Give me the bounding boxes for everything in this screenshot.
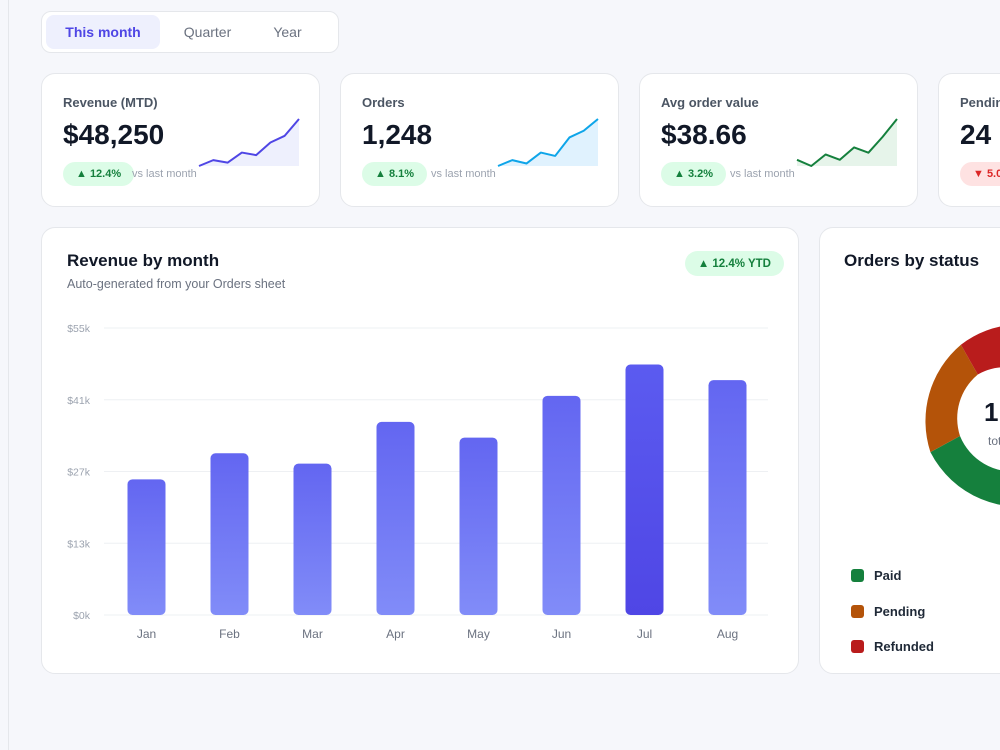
donut-segment-refunded[interactable] xyxy=(960,325,1000,375)
kpi-value: 1,248 xyxy=(362,119,433,150)
kpi-card-avg-order-value[interactable]: Avg order value $38.66 ▲ 3.2% vs last mo… xyxy=(639,73,918,207)
legend-item-paid[interactable]: Paid xyxy=(851,558,934,594)
donut-caption: tot xyxy=(988,434,1000,448)
x-tick-label: Jan xyxy=(137,627,156,641)
legend-label: Refunded xyxy=(874,639,934,655)
card-title: Orders by status xyxy=(844,251,980,270)
orders-sparkline xyxy=(497,118,599,167)
bar-mar[interactable] xyxy=(293,463,332,615)
x-tick-label: Jul xyxy=(637,627,652,641)
sparkline-line xyxy=(497,118,599,167)
donut-segment-pending[interactable] xyxy=(925,344,978,453)
x-tick-label: May xyxy=(467,627,490,641)
y-tick-label: $41k xyxy=(67,395,91,407)
x-tick-label: Aug xyxy=(717,627,738,641)
sparkline-area xyxy=(797,119,897,166)
legend-swatch xyxy=(851,569,864,583)
x-tick-label: Apr xyxy=(386,627,405,641)
x-tick-label: Jun xyxy=(552,627,571,641)
revenue-bar-chart: $0k $13k $27k $41k $55k Jan Feb Mar Apr May Jun Jul… xyxy=(67,323,768,641)
period-year-button[interactable]: Year xyxy=(273,24,302,40)
sparkline-area xyxy=(199,119,299,166)
kpi-compare-text: vs last month xyxy=(431,168,496,180)
legend-item-pending[interactable]: Pending xyxy=(851,594,934,630)
sparkline-area xyxy=(498,119,598,166)
status-donut-chart xyxy=(925,325,1000,507)
card-subtitle: Auto-generated from your Orders sheet xyxy=(67,277,286,291)
kpi-label: Pending xyxy=(960,95,1000,110)
ytd-badge: ▲ 12.4% YTD xyxy=(684,251,784,276)
legend-item-refunded[interactable]: Refunded xyxy=(851,629,934,665)
donut-segment-paid[interactable] xyxy=(930,436,1000,507)
status-legend: Paid Pending Refunded xyxy=(851,558,934,665)
revenue-chart-card: $0k $13k $27k $41k $55k Jan Feb Mar Apr May Jun Jul… xyxy=(41,227,799,674)
revenue-sparkline xyxy=(198,118,300,167)
kpi-card-orders[interactable]: Orders 1,248 ▲ 8.1% vs last month xyxy=(340,73,619,207)
y-tick-label: $55k xyxy=(67,323,91,335)
kpi-value: $38.66 xyxy=(661,119,747,150)
y-tick-label: $0k xyxy=(73,610,91,622)
sparkline-line xyxy=(198,118,300,167)
kpi-compare-text: vs last month xyxy=(132,168,197,180)
sparkline-line xyxy=(796,118,898,167)
bar-jan[interactable] xyxy=(127,479,166,615)
period-this-month-button[interactable]: This month xyxy=(46,15,160,49)
donut-total: 1 xyxy=(984,397,999,427)
period-quarter-button[interactable]: Quarter xyxy=(183,24,232,40)
bar-jul[interactable] xyxy=(625,364,664,615)
y-tick-label: $13k xyxy=(67,538,91,550)
legend-swatch xyxy=(851,604,864,618)
kpi-label: Orders xyxy=(362,95,405,110)
avg-order-sparkline xyxy=(796,118,898,167)
period-toggle: This month Quarter Year xyxy=(41,11,339,53)
legend-swatch xyxy=(851,640,864,654)
sidebar-edge xyxy=(8,0,9,750)
kpi-card-revenue[interactable]: Revenue (MTD) $48,250 ▲ 12.4% vs last mo… xyxy=(41,73,320,207)
card-title: Revenue by month xyxy=(67,251,220,270)
x-tick-label: Mar xyxy=(302,627,323,641)
legend-label: Paid xyxy=(874,568,902,584)
orders-status-card: Orders by status 1 tot Paid Pending Refu… xyxy=(819,227,1000,674)
kpi-label: Revenue (MTD) xyxy=(63,95,158,110)
kpi-card-pending[interactable]: Pending 24 ▼ 5.0% xyxy=(938,73,1000,207)
legend-label: Pending xyxy=(874,603,926,619)
bar-apr[interactable] xyxy=(376,421,415,615)
kpi-delta-badge: ▲ 3.2% xyxy=(661,162,727,186)
kpi-value: $48,250 xyxy=(63,119,165,150)
bar-may[interactable] xyxy=(459,437,498,615)
y-tick-label: $27k xyxy=(67,467,91,479)
kpi-value: 24 xyxy=(960,119,992,150)
kpi-delta-badge: ▲ 12.4% xyxy=(63,162,135,186)
kpi-compare-text: vs last month xyxy=(730,168,795,180)
bar-aug[interactable] xyxy=(708,380,747,615)
kpi-delta-badge: ▼ 5.0% xyxy=(960,162,1000,186)
bar-jun[interactable] xyxy=(542,395,581,615)
kpi-delta-badge: ▲ 8.1% xyxy=(362,162,428,186)
x-tick-label: Feb xyxy=(219,627,240,641)
kpi-label: Avg order value xyxy=(661,95,759,110)
bar-feb[interactable] xyxy=(210,453,249,615)
